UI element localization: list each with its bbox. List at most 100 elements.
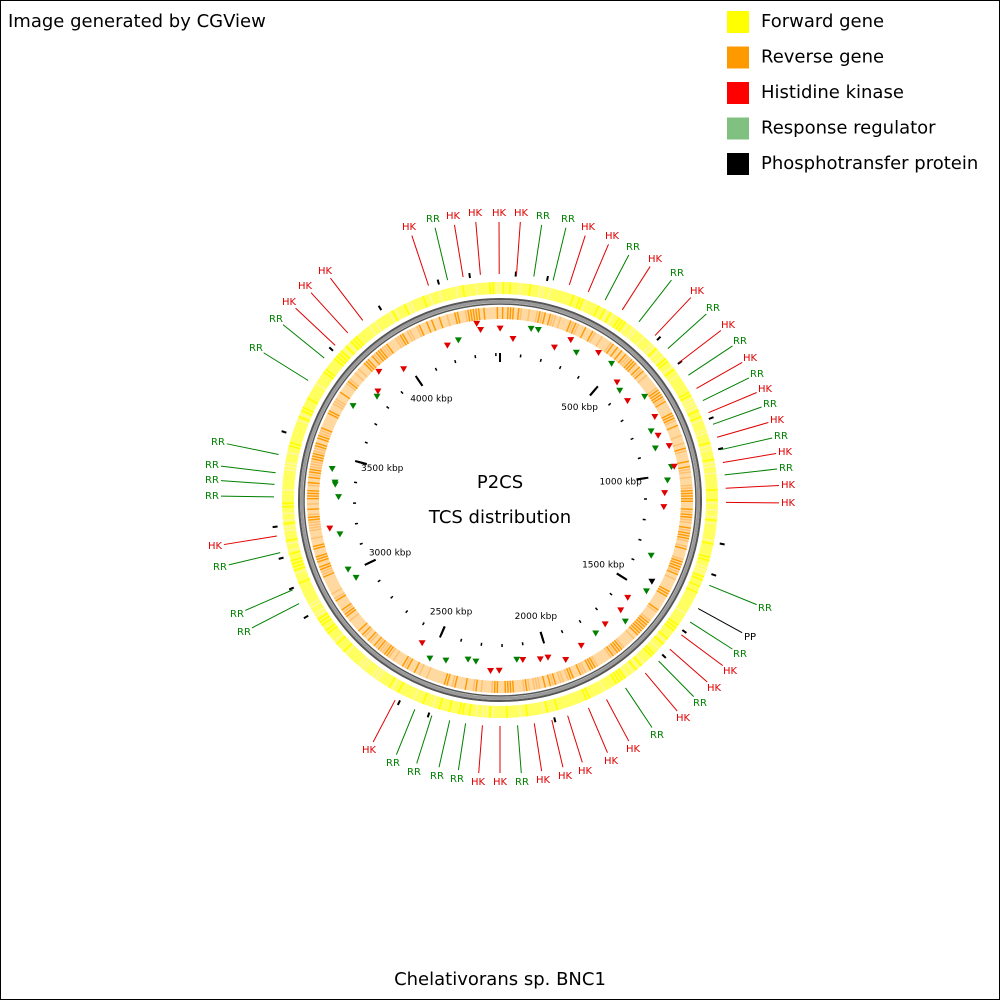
feature-label: RR [269, 314, 283, 325]
reverse-gene [678, 468, 691, 472]
reverse-gene [648, 602, 659, 611]
reverse-gene [392, 650, 401, 662]
scale-tick [620, 419, 624, 423]
label-leader [606, 699, 630, 742]
reverse-gene [632, 622, 643, 632]
reverse-gene [375, 638, 385, 649]
reverse-gene [307, 518, 321, 521]
reverse-gene [477, 308, 481, 321]
reverse-gene [672, 442, 685, 448]
scale-label: 2500 kbp [430, 607, 473, 617]
scale-tick [390, 595, 394, 599]
feature-label: HK [721, 320, 736, 331]
feature-label: HK [676, 713, 691, 724]
forward-gene [698, 553, 711, 559]
reverse-gene [588, 331, 596, 343]
reverse-gene [321, 569, 334, 576]
legend-label: Response regulator [761, 118, 936, 139]
outer-mark [436, 279, 440, 285]
forward-gene [388, 676, 396, 689]
forward-gene [691, 575, 703, 581]
scale-major-tick [354, 460, 368, 466]
forward-gene [468, 703, 472, 716]
feature-label: RR [706, 303, 720, 314]
label-leader [245, 589, 293, 611]
reverse-gene [310, 463, 323, 467]
feature-glyph [648, 578, 656, 585]
reverse-gene [367, 631, 377, 642]
reverse-gene [388, 647, 397, 659]
feature-glyph [534, 326, 542, 333]
reverse-gene [418, 664, 425, 676]
forward-gene [345, 645, 355, 655]
feature-label: HK [781, 480, 796, 491]
feature-glyph [592, 630, 600, 637]
label-leader [722, 453, 777, 463]
label-leader [228, 552, 281, 566]
label-leader [372, 699, 396, 743]
label-leader [220, 480, 275, 485]
scale-tick [421, 622, 425, 626]
feature-label: HK [707, 683, 722, 694]
forward-gene [625, 662, 635, 673]
reverse-gene [383, 345, 393, 356]
outer-mark [553, 717, 557, 723]
reverse-gene [310, 460, 323, 465]
label-leader [681, 634, 724, 667]
forward-gene [664, 623, 675, 632]
label-leader [551, 719, 564, 768]
reverse-gene [568, 321, 575, 333]
forward-gene [617, 668, 627, 679]
feature-glyph [335, 494, 343, 501]
reverse-gene [415, 325, 423, 338]
reverse-gene [632, 368, 643, 378]
forward-gene [678, 391, 690, 399]
outer-mark [281, 430, 287, 434]
reverse-gene [603, 647, 612, 659]
reverse-gene [679, 518, 693, 521]
feature-label: RR [650, 730, 664, 741]
reverse-gene [322, 571, 335, 578]
forward-gene [297, 419, 309, 425]
forward-gene [488, 282, 492, 295]
reverse-gene [406, 330, 414, 342]
feature-glyph [544, 654, 552, 661]
reverse-gene [381, 346, 391, 358]
feature-glyph [654, 432, 662, 439]
feature-glyph [608, 360, 616, 367]
label-leader [587, 244, 609, 293]
reverse-gene [373, 353, 383, 364]
reverse-gene [541, 675, 547, 688]
outer-mark [468, 272, 471, 279]
reverse-gene [678, 465, 691, 470]
feature-label: RR [758, 603, 772, 614]
reverse-gene [572, 323, 580, 335]
reverse-gene [625, 629, 635, 640]
feature-label: RR [779, 463, 793, 474]
map-subtitle: TCS distribution [428, 507, 571, 528]
forward-gene [388, 311, 396, 324]
forward-gene [547, 287, 552, 300]
feature-glyph [651, 413, 659, 420]
feature-label: HK [208, 541, 223, 552]
reverse-gene [367, 358, 377, 369]
reverse-gene [310, 535, 323, 540]
feature-glyph [577, 642, 585, 649]
forward-gene [697, 556, 710, 562]
forward-gene [668, 617, 679, 627]
feature-glyph [477, 326, 485, 333]
reverse-gene [670, 560, 683, 566]
reverse-gene [363, 627, 373, 638]
reverse-gene [609, 346, 619, 358]
forward-gene [584, 687, 591, 700]
forward-gene [458, 702, 463, 715]
reverse-gene [570, 322, 577, 334]
reverse-gene [536, 311, 541, 324]
legend-swatch [727, 46, 749, 69]
feature-glyph [442, 657, 450, 664]
feature-glyph [496, 325, 504, 332]
reverse-gene [551, 315, 557, 327]
feature-label: RR [249, 343, 263, 354]
reverse-gene [345, 382, 357, 392]
label-leader [295, 307, 336, 346]
